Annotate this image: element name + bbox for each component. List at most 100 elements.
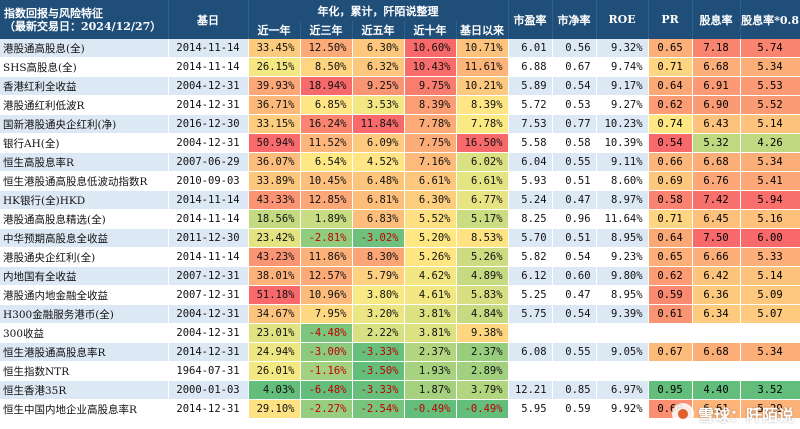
index-name-cell: HK银行(全)HKD <box>0 190 169 210</box>
metric-cell: 0.54 <box>552 304 597 324</box>
table-row: 恒生香港35R 2000-01-03 4.03% -6.48% -3.33% 1.87% 3… <box>0 380 800 400</box>
return-cell: 11.61% <box>456 57 509 77</box>
base-date-cell: 2014-11-14 <box>168 57 249 77</box>
metric-cell: 6.68 <box>692 152 741 172</box>
metric-cell: 7.42 <box>692 190 741 210</box>
metric-cell: 5.25 <box>508 285 553 305</box>
table-row: 香港红利全收益 2004-12-31 39.93% 18.94% 9.25% 9.75% 1… <box>0 76 800 96</box>
return-cell: 18.94% <box>300 76 353 96</box>
index-name-cell: 中华预期高股息全收益 <box>0 228 169 248</box>
return-cell: 11.52% <box>300 133 353 153</box>
return-cell: 6.61% <box>456 171 509 191</box>
metric-cell: 5.94 <box>740 190 800 210</box>
table-body: 港股通高股息(全) 2014-11-14 33.45% 12.50% 6.30% 10.6… <box>0 39 800 419</box>
table-row: 港股通内地金融全收益 2007-12-31 51.18% 10.96% 3.80% 4.6… <box>0 285 800 305</box>
return-cell: -0.49% <box>456 399 509 419</box>
metric-cell: 8.25 <box>508 209 553 229</box>
metric-cell: 5.93 <box>508 171 553 191</box>
metric-cell: 6.90 <box>692 95 741 115</box>
return-cell: 33.45% <box>248 39 301 58</box>
metric-cell: 0.56 <box>552 39 597 58</box>
index-name-cell: 香港红利全收益 <box>0 76 169 96</box>
metric-cell: 7.53 <box>508 114 553 134</box>
metric-header: 市净率 <box>552 0 597 39</box>
base-date-cell: 2011-12-30 <box>168 228 249 248</box>
return-cell: -3.33% <box>352 342 405 362</box>
return-cell: 4.52% <box>352 152 405 172</box>
return-cell: 29.10% <box>248 399 301 419</box>
metric-cell: 7.18 <box>692 39 741 58</box>
base-date-cell: 2010-09-03 <box>168 171 249 191</box>
return-cell: 39.93% <box>248 76 301 96</box>
index-name-cell: H300金融服务港币(全) <box>0 304 169 324</box>
base-date-cell: 2014-11-14 <box>168 247 249 267</box>
metric-cell: 0.62 <box>648 266 693 286</box>
index-name-cell: 恒生中国内地企业高股息率R <box>0 399 169 419</box>
return-cell: 11.84% <box>352 114 405 134</box>
metric-cell <box>692 361 741 381</box>
metric-cell: 8.60% <box>596 171 649 191</box>
metric-cell: 5.52 <box>740 95 800 115</box>
metric-cell: 6.43 <box>692 114 741 134</box>
metric-cell: 6.36 <box>692 285 741 305</box>
metric-cell: 0.95 <box>648 380 693 400</box>
return-cell: 8.39% <box>456 95 509 115</box>
metric-cell <box>552 361 597 381</box>
metric-cell: 8.95% <box>596 285 649 305</box>
metric-cell <box>596 323 649 343</box>
metric-cell: 0.59 <box>648 285 693 305</box>
return-cell: 6.48% <box>352 171 405 191</box>
metric-cell <box>740 361 800 381</box>
metric-cell: 5.41 <box>740 171 800 191</box>
metric-cell: 9.27% <box>596 95 649 115</box>
metric-cell: 0.65 <box>648 39 693 58</box>
metric-cell <box>508 361 553 381</box>
metric-cell: 0.77 <box>552 114 597 134</box>
watermark-text: 雪球：阡陌说 <box>697 406 794 425</box>
metric-header: 股息率 <box>692 0 741 39</box>
base-date-cell: 1964-07-31 <box>168 361 249 381</box>
index-name-cell: 港股通央企红利(全) <box>0 247 169 267</box>
metric-cell: 6.00 <box>740 228 800 248</box>
return-cell: 43.23% <box>248 247 301 267</box>
metric-cell: 9.39% <box>596 304 649 324</box>
return-cell: 2.89% <box>456 361 509 381</box>
metric-cell: 0.67 <box>648 342 693 362</box>
metric-cell: 6.45 <box>692 209 741 229</box>
index-name-cell: 恒生高股息率R <box>0 152 169 172</box>
metric-cell: 6.01 <box>508 39 553 58</box>
metric-cell: 4.26 <box>740 133 800 153</box>
base-date-cell: 2007-12-31 <box>168 285 249 305</box>
return-cell: -1.16% <box>300 361 353 381</box>
base-date-cell: 2004-12-31 <box>168 323 249 343</box>
metric-cell: 5.74 <box>740 39 800 58</box>
metric-cell: 6.76 <box>692 171 741 191</box>
base-date-cell: 2007-06-29 <box>168 152 249 172</box>
table-row: H300金融服务港币(全) 2004-12-31 34.67% 7.95% 3.20% 3… <box>0 304 800 324</box>
metric-cell <box>692 323 741 343</box>
metric-cell: 6.34 <box>692 304 741 324</box>
metric-cell: 0.69 <box>648 171 693 191</box>
metric-cell <box>596 361 649 381</box>
base-date-cell: 2000-01-03 <box>168 380 249 400</box>
return-cell: -2.54% <box>352 399 405 419</box>
return-cell: -4.48% <box>300 323 353 343</box>
return-cell: 6.30% <box>404 190 457 210</box>
return-cell: 6.81% <box>352 190 405 210</box>
metric-cell: 0.60 <box>552 266 597 286</box>
table-row: 恒生港股通高股息低波动指数R 2010-09-03 33.89% 10.45% 6.48… <box>0 171 800 191</box>
return-cell: 5.52% <box>404 209 457 229</box>
return-cell: 8.50% <box>300 57 353 77</box>
table-row: 恒生指数NTR 1964-07-31 26.01% -1.16% -3.50% 1.93%… <box>0 361 800 381</box>
base-date-cell: 2014-12-31 <box>168 95 249 115</box>
index-name-cell: 港股通高股息精选(全) <box>0 209 169 229</box>
returns-group-header: 年化，累计，阡陌说整理 <box>248 0 509 21</box>
return-cell: 3.81% <box>404 304 457 324</box>
return-cell: 10.96% <box>300 285 353 305</box>
return-cell: 16.50% <box>456 133 509 153</box>
metric-cell: 11.64% <box>596 209 649 229</box>
metric-cell: 5.09 <box>740 285 800 305</box>
return-cell: 6.61% <box>404 171 457 191</box>
metric-cell: 5.14 <box>740 266 800 286</box>
